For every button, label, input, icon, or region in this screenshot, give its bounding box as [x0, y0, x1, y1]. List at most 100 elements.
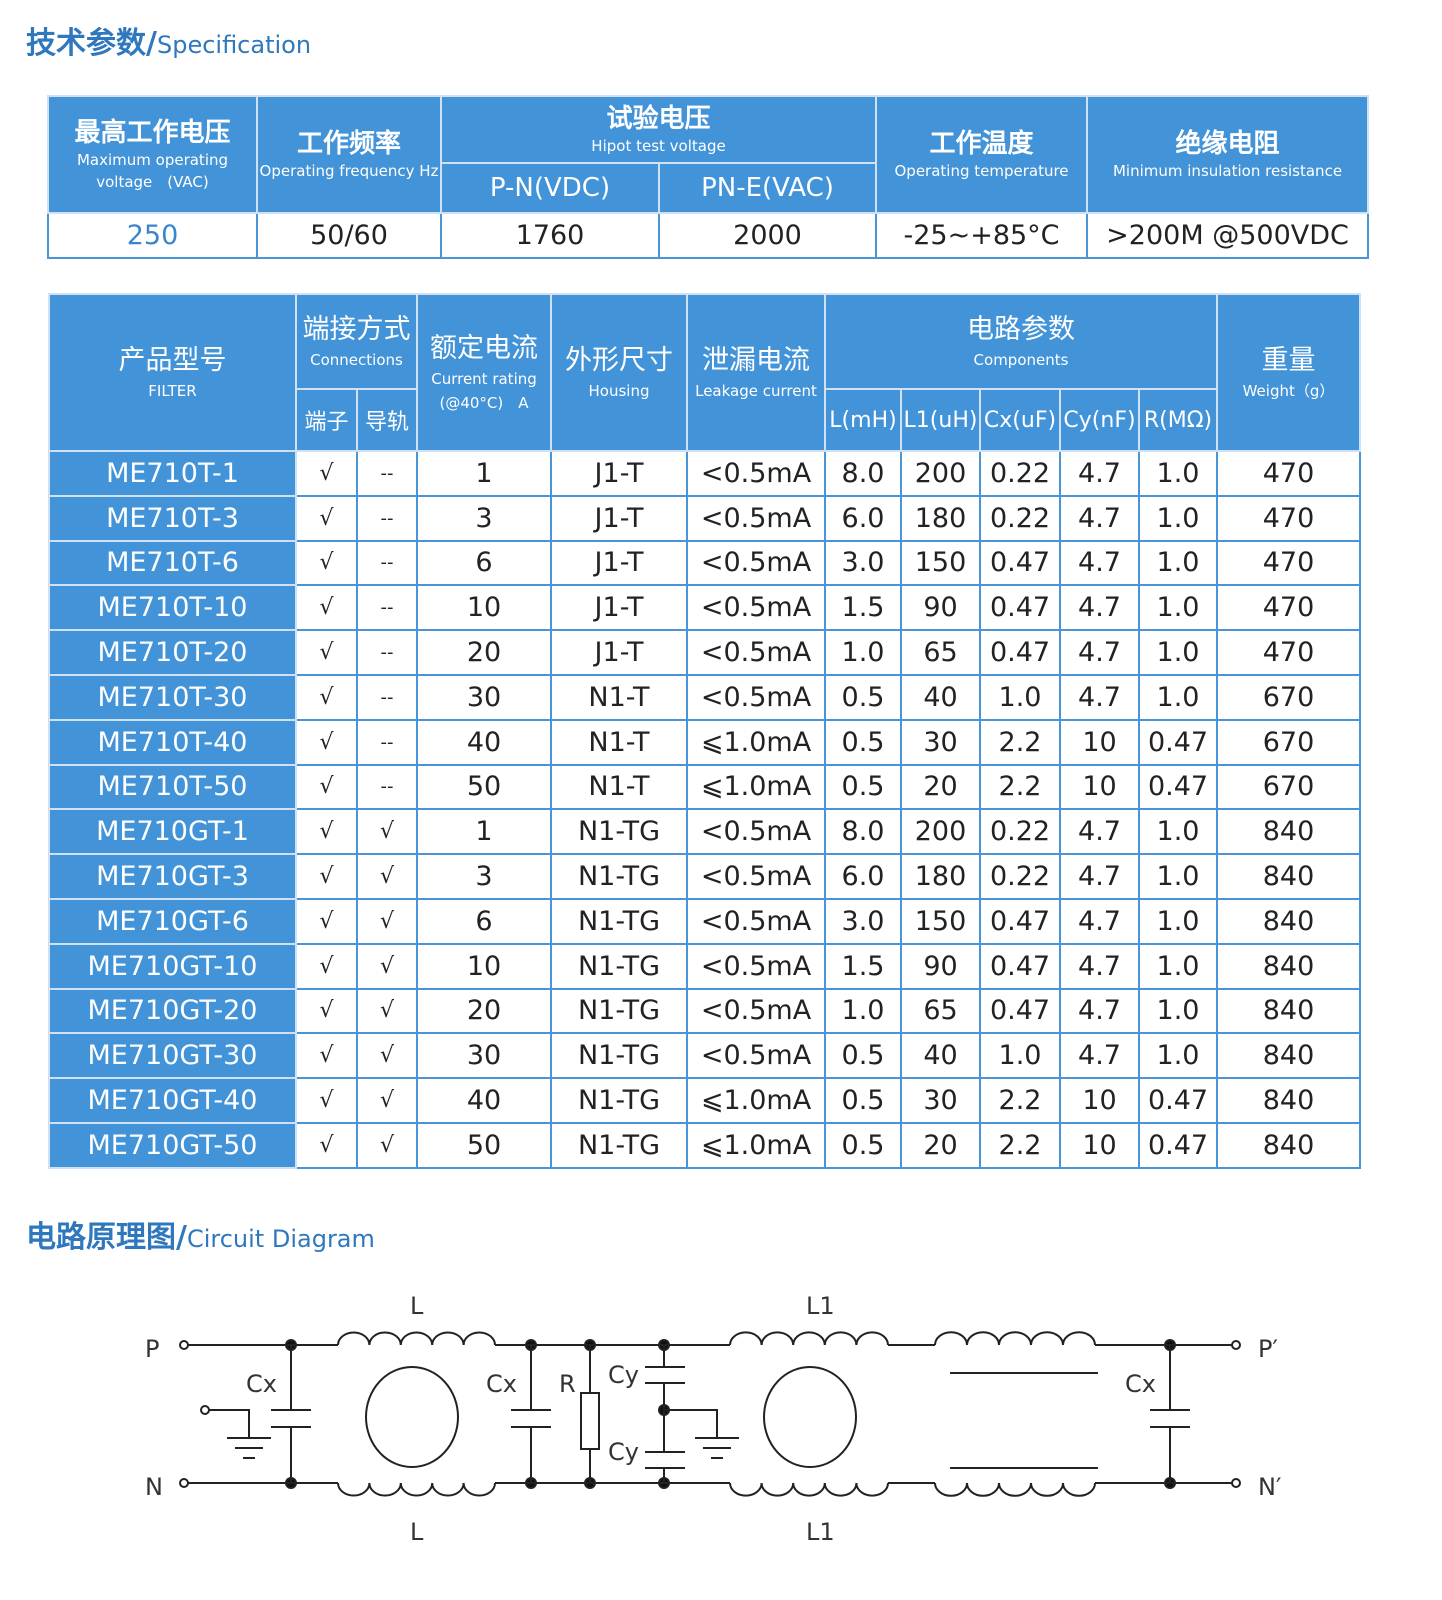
- cell-current: 1: [416, 450, 552, 497]
- table-row: ME710T-6 √ -- 6 J1-T <0.5mA 3.0 150 0.47 4.7 1.0 47…: [48, 539, 1361, 587]
- header-frequency: 工作频率 Operating frequency Hz: [256, 95, 442, 214]
- label-l1-top: L1: [806, 1292, 835, 1320]
- cell-terminal: √: [295, 1121, 358, 1169]
- table-row: ME710T-1 √ -- 1 J1-T <0.5mA 8.0 200 0.22 4.7 1.0 47…: [48, 450, 1361, 497]
- cell-weight: 670: [1216, 763, 1361, 811]
- cell-l1: 40: [900, 673, 981, 721]
- cell-weight: 470: [1216, 494, 1361, 542]
- cell-leakage: <0.5mA: [686, 539, 826, 587]
- cell-current: 30: [416, 673, 552, 721]
- cell-housing: N1-T: [550, 673, 688, 721]
- cell-r: 0.47: [1138, 1121, 1218, 1169]
- cell-rail: √: [356, 808, 418, 856]
- cell-leakage: ⩽1.0mA: [686, 763, 826, 811]
- cell-model: ME710T-10: [48, 584, 297, 632]
- cell-l: 1.0: [824, 629, 902, 676]
- inductor-l-bottom: [337, 1482, 496, 1497]
- cell-terminal: √: [295, 897, 358, 945]
- cell-housing: N1-TG: [550, 1032, 688, 1080]
- cell-l1: 180: [900, 853, 981, 900]
- label-n-out: N′: [1258, 1473, 1281, 1501]
- cell-model: ME710T-20: [48, 629, 297, 676]
- cell-weight: 840: [1216, 1032, 1361, 1080]
- cell-model: ME710T-50: [48, 763, 297, 811]
- cell-cx: 0.22: [979, 494, 1061, 542]
- cell-leakage: <0.5mA: [686, 629, 826, 676]
- cell-cx: 0.22: [979, 450, 1061, 497]
- header-terminal: 端子: [295, 388, 358, 452]
- header-pne: PN-E(VAC): [657, 162, 878, 214]
- cell-model: ME710GT-6: [48, 897, 297, 945]
- spec-section-title: 技术参数/Specification: [26, 18, 311, 62]
- cell-current: 20: [416, 629, 552, 676]
- cell-model: ME710GT-20: [48, 987, 297, 1035]
- label-p-out: P′: [1258, 1335, 1278, 1363]
- cell-weight: 840: [1216, 1077, 1361, 1124]
- value-pne: 2000: [657, 212, 878, 259]
- value-max-voltage: 250: [47, 212, 258, 259]
- cell-housing: N1-TG: [550, 1077, 688, 1124]
- header-connections: 端接方式 Connections: [295, 293, 418, 390]
- terminal-icon: [179, 1340, 189, 1350]
- cell-cx: 2.2: [979, 763, 1061, 811]
- cell-weight: 470: [1216, 584, 1361, 632]
- title-en: Specification: [156, 31, 312, 59]
- cell-cx: 2.2: [979, 1121, 1061, 1169]
- cell-cx: 0.47: [979, 629, 1061, 676]
- cell-l: 1.5: [824, 584, 902, 632]
- cell-r: 1.0: [1138, 1032, 1218, 1080]
- cell-rail: √: [356, 987, 418, 1035]
- cell-cy: 4.7: [1059, 897, 1140, 945]
- cell-cy: 4.7: [1059, 539, 1140, 587]
- cell-weight: 470: [1216, 629, 1361, 676]
- label-cx-2: Cx: [486, 1370, 517, 1398]
- cell-cy: 4.7: [1059, 853, 1140, 900]
- value-pn: 1760: [440, 212, 660, 259]
- cell-l1: 30: [900, 718, 981, 766]
- cell-weight: 840: [1216, 853, 1361, 900]
- cell-l: 1.5: [824, 942, 902, 990]
- cell-housing: N1-T: [550, 718, 688, 766]
- cell-cx: 2.2: [979, 718, 1061, 766]
- cell-l1: 30: [900, 1077, 981, 1124]
- cell-current: 30: [416, 1032, 552, 1080]
- table-row: ME710GT-10 √ √ 10 N1-TG <0.5mA 1.5 90 0.47 4.7 1.0…: [48, 942, 1361, 990]
- cell-terminal: √: [295, 763, 358, 811]
- terminal-icon: [1231, 1340, 1241, 1350]
- cell-rail: --: [356, 539, 418, 587]
- cell-l1: 90: [900, 942, 981, 990]
- header-l1: L1(uH): [900, 388, 981, 452]
- cell-housing: J1-T: [550, 450, 688, 497]
- cell-terminal: √: [295, 853, 358, 900]
- cell-current: 40: [416, 718, 552, 766]
- cell-cx: 1.0: [979, 1032, 1061, 1080]
- cell-model: ME710T-3: [48, 494, 297, 542]
- cell-l: 0.5: [824, 763, 902, 811]
- cell-housing: J1-T: [550, 539, 688, 587]
- cell-housing: N1-TG: [550, 808, 688, 856]
- cell-cx: 0.47: [979, 897, 1061, 945]
- cell-l1: 65: [900, 987, 981, 1035]
- cell-housing: N1-TG: [550, 942, 688, 990]
- label-l-top: L: [410, 1292, 424, 1320]
- cell-current: 50: [416, 763, 552, 811]
- cell-housing: J1-T: [550, 494, 688, 542]
- cell-cx: 2.2: [979, 1077, 1061, 1124]
- cell-l1: 90: [900, 584, 981, 632]
- cell-housing: J1-T: [550, 629, 688, 676]
- cell-model: ME710GT-30: [48, 1032, 297, 1080]
- cell-rail: √: [356, 942, 418, 990]
- cell-l1: 180: [900, 494, 981, 542]
- table-row: ME710GT-30 √ √ 30 N1-TG <0.5mA 0.5 40 1.0 4.7 1.0 8…: [48, 1032, 1361, 1080]
- cell-leakage: <0.5mA: [686, 1032, 826, 1080]
- cell-model: ME710GT-50: [48, 1121, 297, 1169]
- cell-cy: 4.7: [1059, 450, 1140, 497]
- cell-r: 1.0: [1138, 494, 1218, 542]
- header-model: 产品型号 FILTER: [48, 293, 297, 452]
- cell-terminal: √: [295, 1032, 358, 1080]
- cell-r: 1.0: [1138, 853, 1218, 900]
- cell-cy: 10: [1059, 718, 1140, 766]
- core-l1: [763, 1366, 857, 1468]
- cell-leakage: ⩽1.0mA: [686, 1077, 826, 1124]
- cell-r: 1.0: [1138, 987, 1218, 1035]
